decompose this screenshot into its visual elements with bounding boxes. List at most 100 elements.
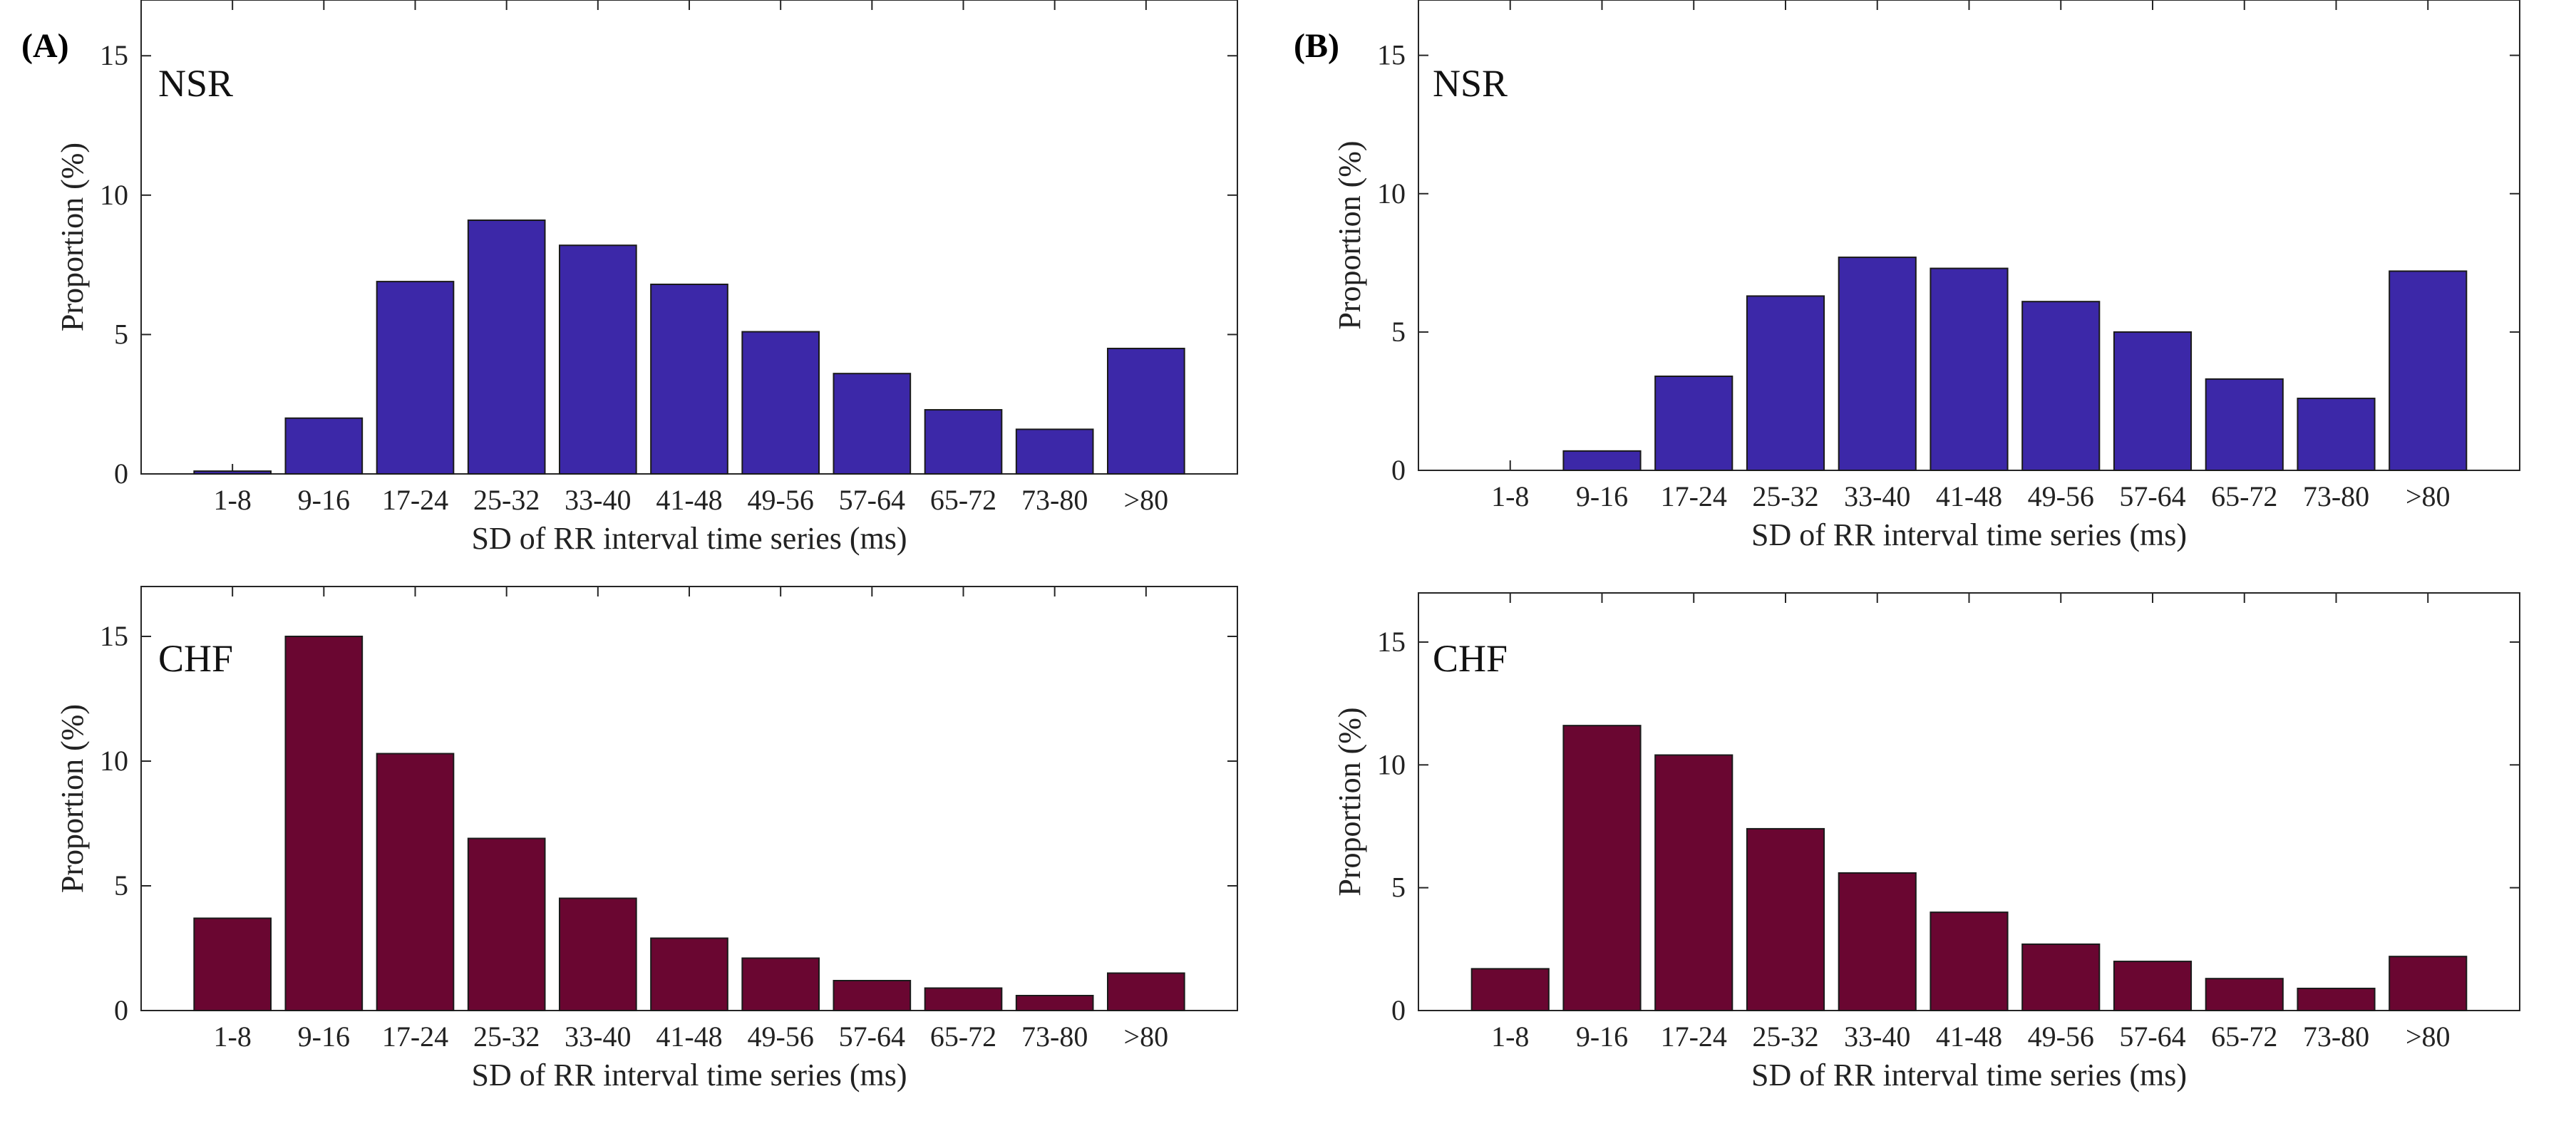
x-tick-label: 49-56 xyxy=(2028,480,2094,512)
x-tick-label: 1-8 xyxy=(214,1021,252,1053)
x-tick-label: 9-16 xyxy=(298,1021,350,1053)
x-tick-label: 41-48 xyxy=(656,484,722,516)
y-axis-label: Proportion (%) xyxy=(55,704,90,893)
bar-9-16 xyxy=(1562,725,1642,1011)
x-tick-label: 73-80 xyxy=(1021,1021,1088,1053)
bar-41-48 xyxy=(650,937,728,1011)
bar-25-32 xyxy=(467,837,546,1011)
panel-label-a: (A) xyxy=(21,27,69,65)
bar-41-48 xyxy=(650,284,728,475)
x-tick-label: 17-24 xyxy=(382,1021,448,1053)
bar-65-72 xyxy=(924,987,1003,1011)
y-tick-label: 0 xyxy=(1391,454,1406,486)
chart-b-chf: 0 5 10 15 1-8 9-16 17-24 25-32 33-40 41-48 49-56 57… xyxy=(1332,592,2520,1092)
bar-25-32 xyxy=(467,219,546,475)
x-tick-label: 65-72 xyxy=(930,1021,996,1053)
y-tick-label: 10 xyxy=(1377,748,1406,780)
x-tick-label: 33-40 xyxy=(1844,1021,1910,1053)
bar-65-72 xyxy=(924,409,1003,475)
panel-label-b: (B) xyxy=(1294,27,1339,65)
chart-a-nsr: 0 5 10 15 1-8 9-16 17-24 25-32 33-40 41-48 49-56 57… xyxy=(55,0,1238,556)
bar-33-40 xyxy=(559,897,637,1011)
bar-9-16 xyxy=(284,417,364,475)
x-tick-label: >80 xyxy=(1124,484,1169,516)
x-tick-label: 17-24 xyxy=(1661,480,1727,512)
bar-65-72 xyxy=(2205,378,2284,471)
x-tick-label: 65-72 xyxy=(2211,480,2277,512)
x-tick-label: 41-48 xyxy=(1936,480,2002,512)
x-axis-label: SD of RR interval time series (ms) xyxy=(471,521,907,556)
x-tick-label: 65-72 xyxy=(2211,1021,2277,1053)
y-tick-label: 15 xyxy=(1377,39,1406,71)
y-tick-label: 15 xyxy=(1377,626,1406,658)
x-tick-label: >80 xyxy=(1124,1021,1169,1053)
x-tick-label: 57-64 xyxy=(839,1021,905,1053)
bar-49-56 xyxy=(741,957,820,1011)
x-tick-label: 25-32 xyxy=(1752,1021,1818,1053)
x-tick-label: 25-32 xyxy=(473,484,540,516)
x-tick-label: 9-16 xyxy=(1576,480,1628,512)
bar-17-24 xyxy=(376,753,455,1011)
bar-17-24 xyxy=(1654,754,1733,1011)
x-tick-label: 57-64 xyxy=(839,484,905,516)
x-tick-label: 25-32 xyxy=(473,1021,540,1053)
x-tick-label: 9-16 xyxy=(298,484,350,516)
chart-a-chf: 0 5 10 15 1-8 9-16 17-24 25-32 33-40 41-48 49-56 57… xyxy=(55,586,1238,1092)
x-tick-label: 33-40 xyxy=(565,1021,631,1053)
bar->80 xyxy=(2389,270,2468,471)
bar-57-64 xyxy=(2113,961,2193,1012)
x-axis-label: SD of RR interval time series (ms) xyxy=(1751,517,2187,552)
bar-49-56 xyxy=(2021,301,2101,472)
x-tick-label: >80 xyxy=(2406,480,2451,512)
bar-49-56 xyxy=(2021,943,2101,1012)
y-axis-label: Proportion (%) xyxy=(1332,140,1367,329)
x-tick-label: >80 xyxy=(2406,1021,2451,1053)
bar-57-64 xyxy=(2113,331,2193,471)
bar-17-24 xyxy=(376,281,455,475)
x-tick-label: 25-32 xyxy=(1752,480,1818,512)
x-tick-label: 41-48 xyxy=(1936,1021,2002,1053)
y-tick-label: 5 xyxy=(114,318,128,350)
y-axis-label: Proportion (%) xyxy=(1332,707,1367,896)
bar->80 xyxy=(1107,972,1185,1011)
y-tick-label: 15 xyxy=(100,620,128,652)
bar->80 xyxy=(1107,347,1185,475)
bar-73-80 xyxy=(1015,428,1094,475)
bar-57-64 xyxy=(833,980,912,1011)
bar-9-16 xyxy=(284,636,364,1011)
x-tick-label: 17-24 xyxy=(1661,1021,1727,1053)
bar-33-40 xyxy=(559,244,637,475)
bar-73-80 xyxy=(1015,995,1094,1011)
bar->80 xyxy=(2389,956,2468,1011)
bar-33-40 xyxy=(1838,872,1917,1012)
chart-title: NSR xyxy=(1433,62,1508,105)
x-tick-label: 1-8 xyxy=(1491,480,1529,512)
x-tick-label: 33-40 xyxy=(565,484,631,516)
x-axis-label: SD of RR interval time series (ms) xyxy=(471,1058,907,1092)
bar-25-32 xyxy=(1746,295,1825,472)
y-tick-label: 5 xyxy=(114,869,128,902)
x-tick-label: 73-80 xyxy=(1021,484,1088,516)
y-tick-label: 15 xyxy=(100,39,128,71)
chart-b-nsr: 0 5 10 15 1-8 9-16 17-24 25-32 33-40 41-48 49-56 57… xyxy=(1332,0,2520,552)
x-axis-label: SD of RR interval time series (ms) xyxy=(1751,1058,2187,1092)
bar-33-40 xyxy=(1838,257,1917,471)
bar-1-8 xyxy=(193,917,272,1011)
x-tick-label: 49-56 xyxy=(748,484,814,516)
x-tick-label: 49-56 xyxy=(748,1021,814,1053)
bar-49-56 xyxy=(741,331,820,475)
y-tick-label: 10 xyxy=(100,179,128,211)
x-tick-label: 1-8 xyxy=(214,484,252,516)
x-tick-label: 9-16 xyxy=(1576,1021,1628,1053)
bar-17-24 xyxy=(1654,376,1733,471)
y-tick-label: 5 xyxy=(1391,872,1406,904)
bar-1-8 xyxy=(1470,968,1550,1012)
bar-57-64 xyxy=(833,373,912,475)
chart-title: CHF xyxy=(1433,637,1508,680)
bar-25-32 xyxy=(1746,827,1825,1011)
x-tick-label: 57-64 xyxy=(2119,1021,2185,1053)
x-tick-label: 49-56 xyxy=(2028,1021,2094,1053)
bar-73-80 xyxy=(2297,398,2376,472)
